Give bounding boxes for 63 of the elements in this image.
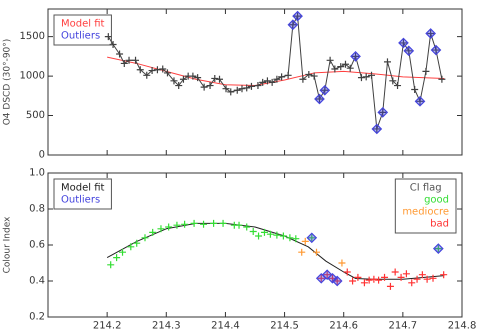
point — [286, 234, 294, 242]
y-tick-label: 0.4 — [29, 276, 45, 287]
text: Outliers — [61, 30, 100, 42]
text: mediocre — [402, 206, 449, 218]
text: Outliers — [61, 194, 100, 206]
point — [354, 273, 362, 282]
y-tick-label: 1500 — [20, 31, 45, 42]
point — [408, 278, 416, 287]
point — [210, 219, 218, 228]
y-tick-label: 0.8 — [29, 204, 45, 215]
text: bad — [430, 218, 449, 230]
point — [279, 232, 288, 240]
point — [360, 278, 369, 287]
x-tick-label: 214.6 — [329, 320, 358, 332]
point — [365, 276, 374, 284]
text: Model fit — [61, 18, 104, 30]
point — [164, 222, 173, 232]
y-tick-label: 1.0 — [29, 168, 45, 179]
point — [106, 260, 115, 269]
point — [338, 258, 346, 268]
point — [292, 234, 300, 243]
point — [412, 275, 422, 284]
y-tick-label: 0.2 — [29, 312, 45, 323]
point — [126, 242, 135, 251]
point — [386, 282, 395, 290]
point — [348, 276, 357, 286]
point — [380, 273, 389, 282]
point — [112, 254, 121, 262]
point — [180, 220, 189, 228]
x-tick-label: 214.8 — [448, 320, 476, 332]
point — [440, 270, 448, 279]
y-axis-title: Colour Index — [2, 216, 13, 274]
legend-title: CI flag — [410, 182, 442, 194]
x-tick-label: 214.7 — [388, 320, 418, 332]
text: Model fit — [61, 182, 104, 194]
point — [118, 248, 127, 256]
y-tick-label: 1000 — [20, 70, 45, 82]
point — [402, 270, 411, 278]
point — [199, 220, 208, 228]
y-axis-title: O4 DSCD (30°-90°) — [2, 38, 13, 126]
point — [190, 219, 198, 228]
point — [312, 248, 321, 256]
point — [272, 231, 281, 240]
point — [301, 237, 310, 246]
point — [172, 221, 182, 230]
x-tick-label: 214.2 — [92, 320, 122, 332]
x-tick-label: 214.5 — [270, 320, 299, 332]
y-tick-label: 500 — [26, 110, 45, 122]
x-tick-label: 214.3 — [152, 320, 181, 332]
point — [298, 248, 306, 256]
text: good — [424, 194, 449, 206]
y-tick-label: 0 — [38, 150, 45, 161]
point — [218, 219, 228, 228]
y-tick-label: 0.6 — [29, 240, 45, 251]
point — [148, 228, 157, 236]
point — [343, 268, 352, 276]
point — [132, 239, 141, 248]
point — [234, 221, 244, 230]
point — [156, 224, 166, 233]
point — [428, 274, 438, 282]
point — [230, 221, 238, 230]
x-tick-label: 214.4 — [211, 320, 240, 332]
point — [140, 234, 150, 242]
